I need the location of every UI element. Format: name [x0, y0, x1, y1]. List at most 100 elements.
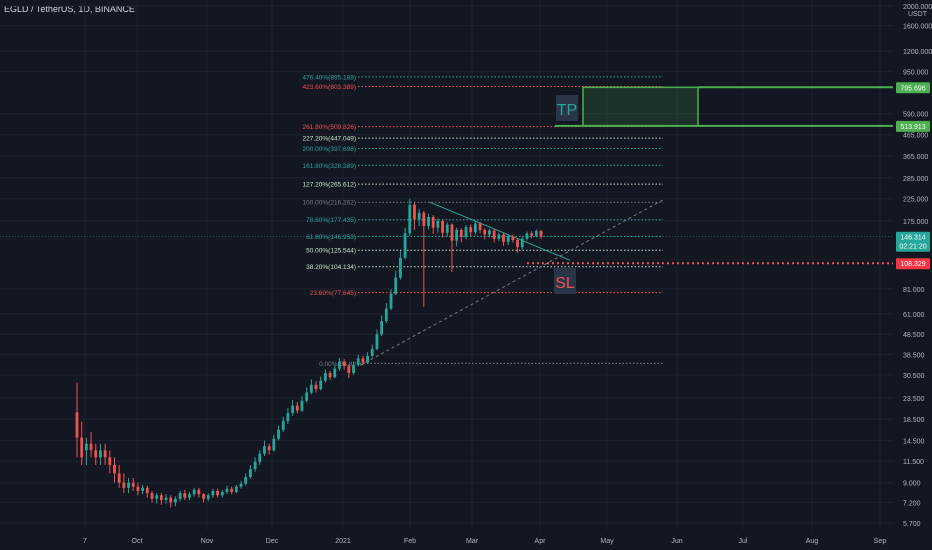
grid: [0, 0, 893, 530]
last-price: 146.314: [900, 235, 925, 242]
annotations: TP SL: [554, 95, 578, 294]
sl-line[interactable]: [0, 236, 893, 265]
candle-body: [136, 486, 140, 491]
candle-body: [323, 373, 327, 381]
x-axis[interactable]: 7 Oct Nov Dec 2021 Feb Mar Apr May Jun Jul Aug Sep: [83, 538, 886, 545]
sl-label: SL: [555, 275, 575, 292]
candle-body: [178, 493, 182, 499]
y-tick-label: 61.000: [903, 312, 925, 319]
candle-body: [281, 421, 285, 430]
x-tick-label: Jul: [739, 538, 748, 545]
fib-label: 127.20%(265.612): [303, 182, 357, 189]
candle-body: [338, 361, 341, 369]
candle-body: [141, 487, 145, 491]
candle-body: [455, 229, 459, 241]
candle-body: [89, 443, 93, 451]
candle-body: [483, 229, 487, 235]
candle-body: [239, 483, 243, 487]
y-tick-label: 285.000: [903, 176, 928, 183]
sl-price-bg: [896, 258, 930, 270]
candle-body: [155, 495, 159, 499]
candle-body: [473, 223, 477, 233]
y-tick-label: 11.500: [903, 459, 924, 466]
x-tick-label: Aug: [806, 538, 819, 545]
candle-body: [305, 392, 309, 401]
candle-body: [300, 400, 304, 411]
candle-body: [117, 473, 121, 483]
tp-lower-price: 513.913: [900, 124, 925, 131]
candle-body: [380, 321, 384, 335]
candle-body: [422, 212, 426, 227]
y-tick-label: 14.500: [903, 439, 925, 446]
currency-label: USDT: [908, 11, 928, 18]
candle-body: [202, 494, 205, 499]
candle-body: [361, 358, 365, 363]
candle-body: [314, 384, 318, 390]
candle-body: [356, 358, 360, 365]
fib-label: 38.20%(104.134): [306, 264, 356, 271]
candle-body: [258, 453, 262, 462]
x-tick-label: Nov: [201, 538, 214, 545]
candle-body: [197, 489, 201, 495]
trendlines: [359, 199, 664, 366]
candle-body: [516, 239, 519, 248]
candle-body: [211, 490, 215, 496]
candle-body: [230, 488, 234, 493]
candle-body: [506, 236, 510, 242]
y-tick-label: 7.200: [903, 500, 921, 507]
y-tick-label: 1600.000: [903, 24, 932, 31]
descending-trendline: [429, 201, 571, 261]
candle-body: [183, 493, 187, 498]
candle-body: [80, 437, 84, 458]
y-tick-label: 81.000: [903, 287, 925, 294]
candle-body: [398, 257, 402, 278]
candle-body: [291, 405, 295, 414]
tp-upper-price: 795.696: [900, 85, 925, 92]
sl-price: 108.329: [900, 261, 925, 268]
candle-body: [192, 489, 196, 495]
candle-body: [206, 495, 210, 499]
candle-body: [174, 498, 177, 503]
x-tick-label: Feb: [404, 538, 416, 545]
candle-body: [488, 230, 491, 235]
candle-body: [520, 238, 524, 248]
candle-body: [145, 487, 149, 494]
candle-body: [159, 495, 163, 500]
fib-label: 200.00%(397.698): [303, 146, 357, 153]
candle-body: [253, 461, 257, 470]
candle-body: [384, 308, 388, 322]
candle-body: [450, 224, 454, 241]
candle-body: [417, 212, 421, 220]
candle-body: [530, 233, 534, 236]
x-tick-label: 7: [83, 538, 87, 545]
candle-body: [445, 224, 449, 233]
fib-label: 78.60%(177.435): [306, 217, 356, 224]
candle-body: [103, 450, 107, 458]
y-tick-label: 30.500: [903, 373, 925, 380]
candle-body: [502, 234, 505, 242]
candle-body: [478, 223, 482, 230]
candle-body: [403, 233, 407, 258]
candle-body: [286, 413, 290, 422]
candle-body: [164, 497, 168, 500]
candle-body: [375, 334, 379, 349]
candle-body: [431, 216, 435, 228]
tp-label-bg: [556, 95, 578, 121]
candle-body: [319, 380, 323, 390]
candle-body: [84, 443, 88, 451]
fib-levels: 476.40%(895.188) 423.60%(803.389) 261.80%(…: [303, 74, 663, 368]
y-tick-label: 365.000: [903, 154, 928, 161]
candle-body: [249, 469, 252, 478]
y-tick-label: 38.500: [903, 352, 925, 359]
tp-zone[interactable]: [555, 86, 893, 127]
candle-body: [150, 493, 154, 499]
ascending-trendline: [359, 199, 664, 366]
last-price-bg: [896, 231, 930, 252]
candle-body: [122, 482, 126, 488]
x-tick-label: Sep: [874, 538, 887, 545]
candle-body: [169, 497, 173, 503]
y-tick-label: 175.000: [903, 219, 928, 226]
candle-body: [75, 412, 79, 438]
